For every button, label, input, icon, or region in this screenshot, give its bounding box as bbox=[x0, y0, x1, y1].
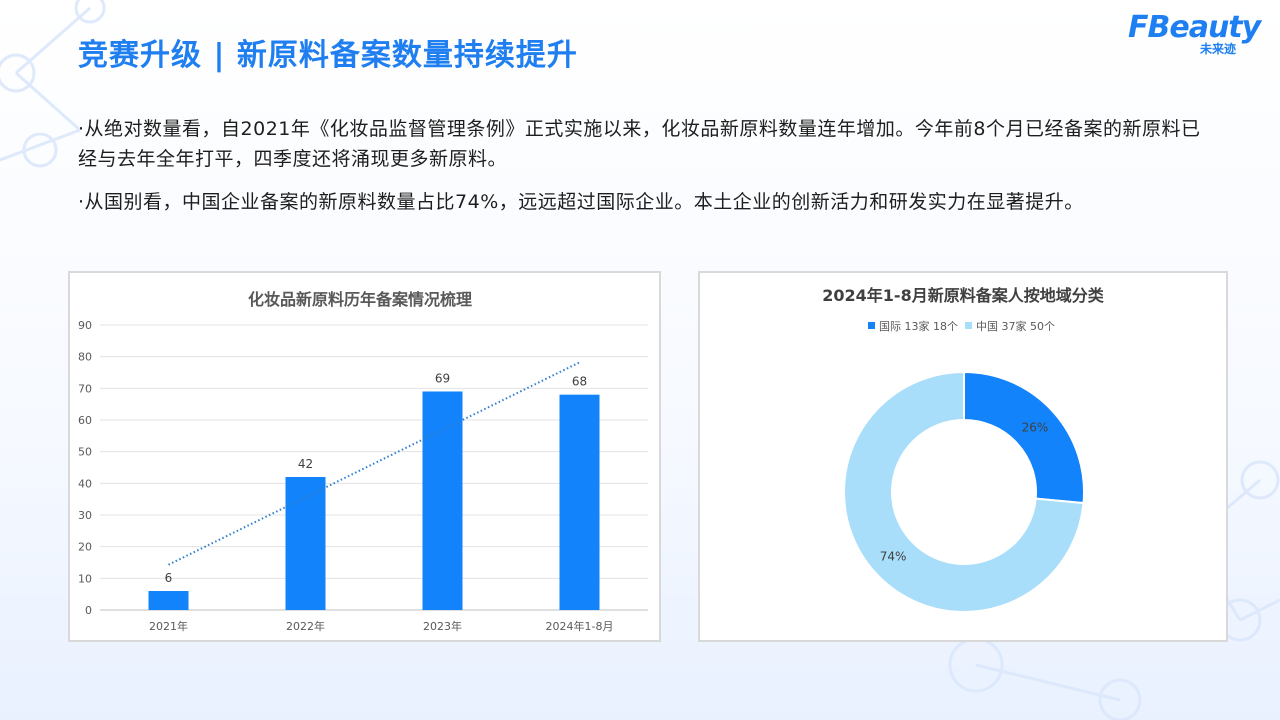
y-tick-label: 90 bbox=[78, 319, 92, 332]
y-tick-label: 80 bbox=[78, 351, 92, 364]
bar-chart: 化妆品新原料历年备案情况梳理 0 10 20 30 40 50 60 70 80 90 6 2021… bbox=[78, 290, 648, 633]
x-tick-label: 2021年 bbox=[149, 619, 188, 633]
legend-swatch bbox=[965, 322, 972, 329]
logo-subtitle: 未来迹 bbox=[1199, 42, 1236, 56]
bar-data-label: 42 bbox=[298, 457, 313, 471]
x-tick-label: 2023年 bbox=[423, 619, 462, 633]
y-tick-label: 60 bbox=[78, 414, 92, 427]
donut-chart-title: 2024年1-8月新原料备案人按地域分类 bbox=[822, 286, 1104, 305]
y-tick-label: 10 bbox=[78, 572, 92, 585]
bar-chart-title: 化妆品新原料历年备案情况梳理 bbox=[248, 290, 472, 309]
y-tick-label: 40 bbox=[78, 477, 92, 490]
paragraph-absolute-count: ·从绝对数量看，自2021年《化妆品监督管理条例》正式实施以来，化妆品新原料数量… bbox=[78, 118, 1201, 170]
page-title: 竞赛升级 | 新原料备案数量持续提升 bbox=[78, 38, 578, 73]
donut-slice-label: 74% bbox=[880, 550, 907, 564]
brand-logo: FBeauty 未来迹 bbox=[1128, 10, 1261, 57]
paragraph-by-country: ·从国别看，中国企业备案的新原料数量占比74%，远远超过国际企业。本土企业的创新… bbox=[78, 191, 1084, 213]
legend-swatch bbox=[868, 322, 875, 329]
y-tick-label: 0 bbox=[85, 604, 92, 617]
x-tick-label: 2024年1-8月 bbox=[546, 619, 614, 633]
y-tick-label: 50 bbox=[78, 446, 92, 459]
bar-data-label: 68 bbox=[572, 375, 587, 389]
legend-label: 中国 37家 50个 bbox=[976, 319, 1055, 333]
logo-wordmark: FBeauty bbox=[1128, 10, 1261, 45]
bar-chart-panel: 化妆品新原料历年备案情况梳理 0 10 20 30 40 50 60 70 80 90 6 2021… bbox=[68, 271, 661, 642]
bar bbox=[285, 477, 326, 610]
donut-chart: 2024年1-8月新原料备案人按地域分类 国际 13家 18个 中国 37家 50… bbox=[822, 286, 1105, 613]
x-tick-label: 2022年 bbox=[286, 619, 325, 633]
donut-slice bbox=[843, 370, 1085, 613]
donut-slice bbox=[963, 370, 1085, 505]
donut-chart-panel: 2024年1-8月新原料备案人按地域分类 国际 13家 18个 中国 37家 50… bbox=[698, 271, 1228, 642]
y-tick-label: 30 bbox=[78, 509, 92, 522]
y-tick-label: 70 bbox=[78, 382, 92, 395]
bar-data-label: 69 bbox=[435, 372, 450, 386]
donut-slice-label: 26% bbox=[1022, 420, 1049, 434]
bar-data-label: 6 bbox=[165, 571, 173, 585]
trendline bbox=[168, 361, 580, 566]
bar bbox=[559, 394, 600, 610]
bar bbox=[422, 391, 463, 610]
legend-label: 国际 13家 18个 bbox=[879, 319, 958, 333]
bar bbox=[148, 591, 189, 610]
y-tick-label: 20 bbox=[78, 541, 92, 554]
